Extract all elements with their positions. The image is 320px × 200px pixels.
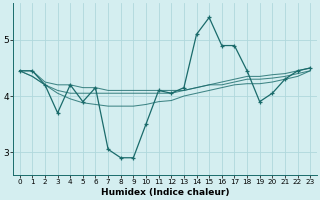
X-axis label: Humidex (Indice chaleur): Humidex (Indice chaleur): [101, 188, 229, 197]
